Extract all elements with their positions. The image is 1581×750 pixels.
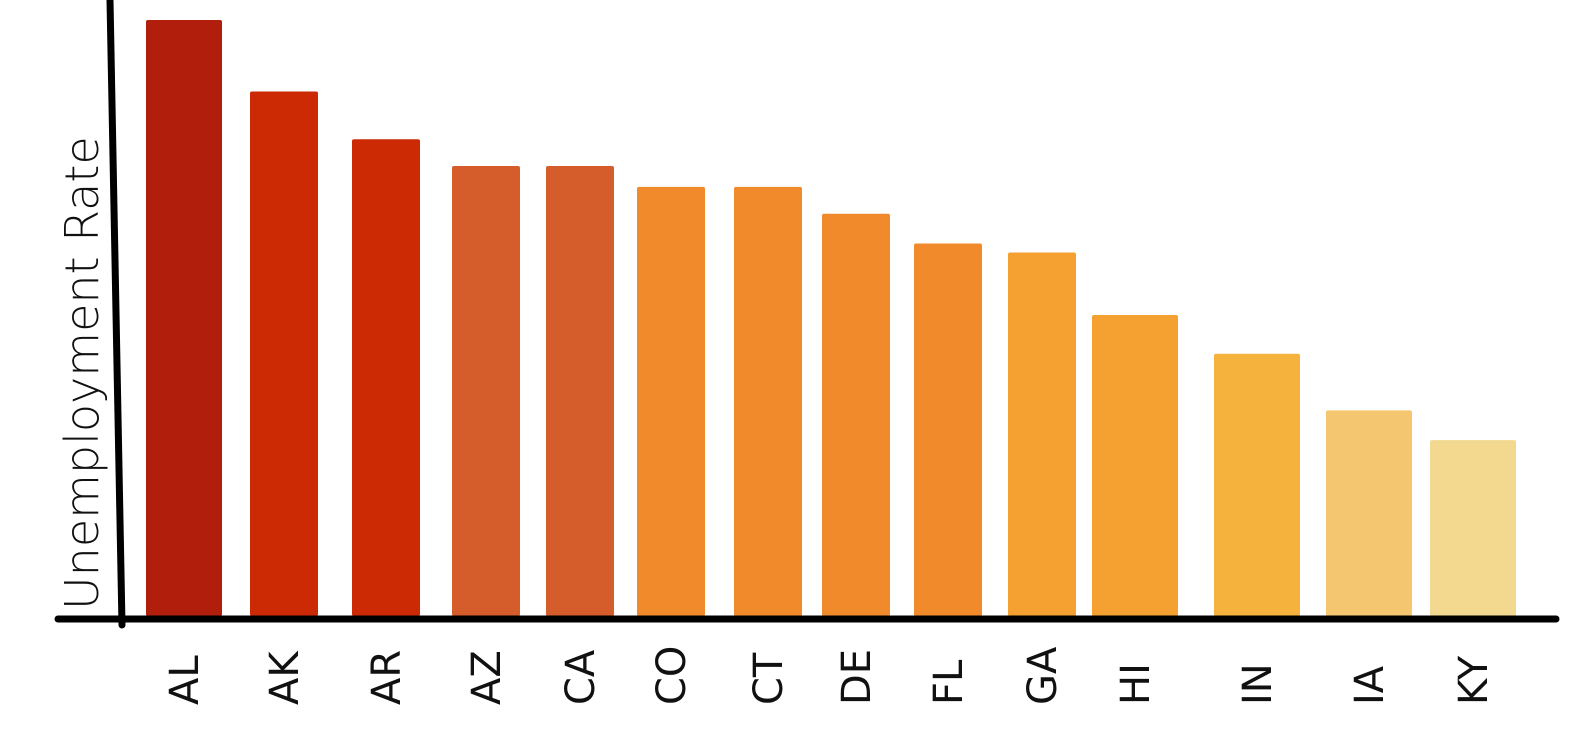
x-tick-label-ia: IA — [1347, 665, 1393, 705]
bar-ar — [352, 139, 420, 616]
x-tick-label-fl: FL — [926, 659, 972, 705]
y-axis-line — [106, 0, 126, 629]
bar-al — [146, 20, 222, 616]
bar-ak — [250, 91, 318, 616]
bars-group — [146, 20, 1516, 616]
x-tick-label-ky: KY — [1451, 655, 1497, 705]
bar-az — [452, 166, 520, 616]
x-tick-label-in: IN — [1235, 663, 1281, 705]
y-axis-label: Unemployment Rate — [55, 136, 109, 610]
bar-ia — [1326, 410, 1412, 616]
x-tick-label-ak: AK — [262, 650, 308, 705]
bar-ct — [734, 186, 802, 616]
bar-fl — [914, 243, 982, 616]
x-tick-label-ct: CT — [746, 652, 792, 705]
x-tick-label-az: AZ — [464, 650, 510, 705]
bar-ga — [1008, 252, 1076, 616]
x-tick-label-hi: HI — [1113, 663, 1159, 705]
bar-hi — [1092, 315, 1178, 616]
bar-co — [637, 186, 705, 616]
x-tick-label-co: CO — [649, 646, 695, 705]
x-tick-label-ar: AR — [364, 650, 410, 705]
bar-ca — [546, 166, 614, 616]
x-tick-label-ga: GA — [1020, 646, 1066, 705]
x-tick-label-ca: CA — [558, 649, 604, 705]
bar-ky — [1430, 440, 1516, 616]
x-tick-labels: AL AK AR AZ CA CO CT DE FL GA HI IN IA KY — [162, 646, 1497, 705]
bar-de — [822, 213, 890, 616]
x-tick-label-al: AL — [162, 655, 208, 705]
x-tick-label-de: DE — [834, 649, 880, 705]
bar-in — [1214, 353, 1300, 616]
